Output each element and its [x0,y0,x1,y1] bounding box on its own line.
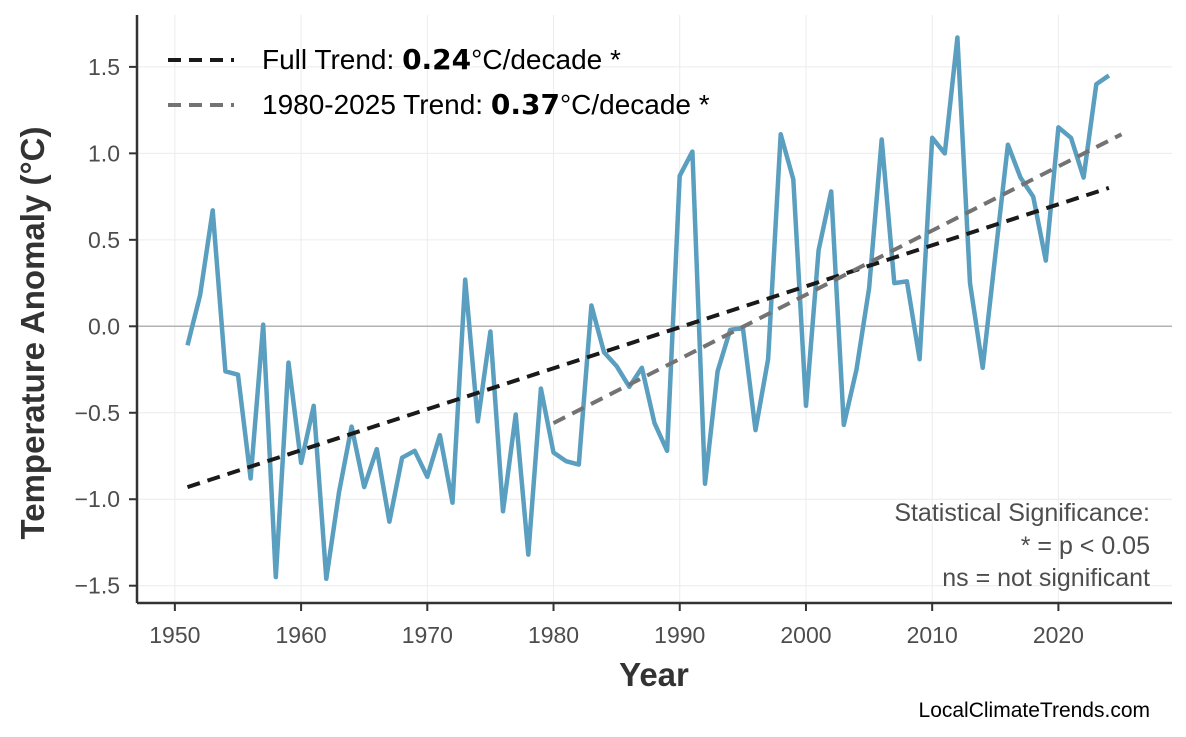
legend-recent-prefix: 1980-2025 Trend: [262,89,491,120]
legend: Full Trend: 0.24°C/decade * 1980-2025 Tr… [168,43,710,121]
series-full-trend-line [186,185,1110,490]
y-tick-label: 0.5 [88,227,120,253]
y-tick-label: −1.5 [75,573,120,599]
source-credit: LocalClimateTrends.com [919,699,1150,722]
y-tick-label: −1.0 [75,486,120,512]
note-line-3: ns = not significant [942,564,1150,592]
y-axis-title: Temperature Anomaly (°C) [14,127,51,540]
x-tick-label: 1970 [402,622,453,648]
x-tick-label: 1960 [275,622,326,648]
x-tick-label: 1980 [528,622,579,648]
axes [129,15,1172,611]
legend-full-value: 0.24 [402,43,471,76]
series-1980-2025-trend-line [552,132,1123,425]
tick-labels: 1950 1960 1970 1980 1990 2000 2010 2020 −1.5 −1.0… [75,54,1084,648]
x-tick-label: 1990 [654,622,705,648]
x-tick-label: 2020 [1033,622,1084,648]
x-axis-title: Year [619,656,689,693]
significance-note: Statistical Significance: * = p < 0.05 n… [894,499,1150,592]
note-line-2: * = p < 0.05 [1021,532,1150,560]
legend-recent-suffix: °C/decade * [560,89,710,120]
note-line-1: Statistical Significance: [894,499,1150,527]
x-tick-label: 2000 [780,622,831,648]
y-tick-label: 0.0 [88,313,120,339]
x-tick-label: 1950 [149,622,200,648]
legend-recent-value: 0.37 [491,88,560,121]
y-tick-label: 1.0 [88,140,120,166]
x-tick-label: 2010 [907,622,958,648]
legend-label-full-trend: Full Trend: 0.24°C/decade * [262,43,621,76]
series-temperature-anomaly-line [185,35,1111,582]
series-layer [185,35,1123,582]
legend-full-prefix: Full Trend: [262,44,402,75]
y-tick-label: −0.5 [75,400,120,426]
legend-label-recent-trend: 1980-2025 Trend: 0.37°C/decade * [262,88,710,121]
legend-full-suffix: °C/decade * [471,44,621,75]
y-tick-label: 1.5 [88,54,120,80]
